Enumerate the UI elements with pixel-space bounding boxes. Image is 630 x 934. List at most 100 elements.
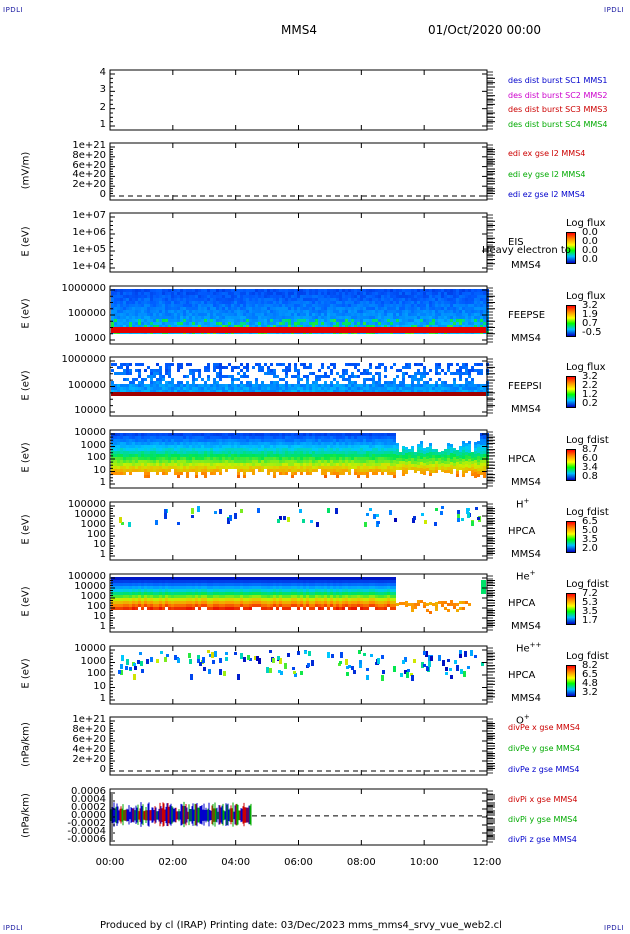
legend-entry: des dist burst SC2 MMS2 xyxy=(508,90,608,100)
spacecraft-label: MMS4 xyxy=(511,693,541,704)
colorbar-value: 8.7 xyxy=(582,444,598,455)
ytick-label: 1 xyxy=(99,621,106,632)
instrument-name: HPCA xyxy=(508,598,536,609)
colorbar-value: 0.8 xyxy=(582,471,598,482)
ytick-label: 1000000 xyxy=(61,354,106,365)
panel-eis xyxy=(109,212,495,273)
ytick-label: 8e+20 xyxy=(72,149,106,161)
spacecraft-label: MMS4 xyxy=(511,621,541,632)
panel-hpca_h xyxy=(109,429,495,489)
instrument-name: FEEPSI xyxy=(508,381,542,392)
legend-entry: divPi z gse MMS4 xyxy=(508,835,577,844)
species-charge: + xyxy=(523,497,530,505)
colorbar-title: Log flux xyxy=(566,362,606,373)
ytick-label: 4e+20 xyxy=(72,744,106,755)
ytick-label: 1e+06 xyxy=(72,227,106,238)
colorbar xyxy=(566,232,576,264)
ytick-label: 10000 xyxy=(74,405,106,416)
ytick-label: 0 xyxy=(99,189,106,200)
ytick-label: 10 xyxy=(93,680,106,692)
species-charge: ++ xyxy=(529,641,542,649)
header-spacecraft: MMS4 xyxy=(281,23,317,37)
instrument-name: HPCA xyxy=(508,454,536,465)
colorbar-value: 3.2 xyxy=(582,687,598,698)
ytick-label: -0.0004 xyxy=(67,826,106,837)
panel-edi xyxy=(109,142,495,201)
colorbar-value: 1.2 xyxy=(582,389,598,400)
species-label: H+ xyxy=(516,497,530,511)
instrument-name: HPCA xyxy=(508,670,536,681)
ytick-label: 0.0004 xyxy=(71,794,106,805)
panel-frame xyxy=(109,142,488,201)
ytick-label: 1 xyxy=(99,119,106,130)
colorbar-value: 3.5 xyxy=(582,534,598,545)
colorbar-value: 1.7 xyxy=(582,615,598,626)
colorbar-value: 2.0 xyxy=(582,543,598,554)
legend-entry: edi ey gse l2 MMS4 xyxy=(508,169,586,179)
colorbar-title: Log fdist xyxy=(566,579,609,590)
spacecraft-label: MMS4 xyxy=(511,549,541,560)
colorbar-value: 3.4 xyxy=(582,462,598,473)
colorbar-title: Log fdist xyxy=(566,651,609,662)
header-date: 01/Oct/2020 00:00 xyxy=(428,23,542,37)
ytick-label: 1000000 xyxy=(61,283,106,294)
colorbar-value: 6.0 xyxy=(582,453,598,464)
colorbar-value: 3.5 xyxy=(582,606,598,617)
colorbar-value: 0.0 xyxy=(582,245,598,256)
ytick-label: 0.0002 xyxy=(71,802,106,813)
xtick-label: 00:00 xyxy=(95,857,125,868)
ytick-label: 1000 xyxy=(80,519,106,530)
legend-entry: divPe y gse MMS4 xyxy=(508,744,580,753)
colorbar xyxy=(566,521,576,553)
colorbar-value: 6.5 xyxy=(582,669,598,680)
legend-entry: edi ex gse l2 MMS4 xyxy=(508,149,586,158)
corner-mark-top-left: IPDLI xyxy=(3,6,24,14)
species-label: He+ xyxy=(516,569,536,583)
ytick-label: 10000 xyxy=(74,509,106,520)
ytick-label: 3 xyxy=(99,84,106,96)
ytick-label: 100 xyxy=(86,529,106,540)
ytick-label: 1e+05 xyxy=(72,244,106,255)
colorbar-value: 3.2 xyxy=(582,371,598,382)
ytick-label: 10000 xyxy=(74,581,106,592)
legend-entry: divPe x gse MMS4 xyxy=(508,723,580,732)
ytick-label: -0.0002 xyxy=(67,818,106,829)
colorbar-value: 4.8 xyxy=(582,678,598,689)
colorbar-value: 1.9 xyxy=(582,309,598,320)
ytick-label: 1e+21 xyxy=(72,140,106,151)
ytick-label: 100 xyxy=(86,668,106,679)
legend-entry: des dist burst SC4 MMS4 xyxy=(508,120,608,129)
spacecraft-label: MMS4 xyxy=(511,333,541,344)
instrument-name: HPCA xyxy=(508,526,536,537)
xtick-label: 04:00 xyxy=(221,857,251,868)
species-charge: + xyxy=(529,569,536,577)
colorbar xyxy=(566,593,576,625)
ytick-label: 1 xyxy=(99,693,106,704)
footer-text: Produced by cl (IRAP) Printing date: 03/… xyxy=(100,920,502,931)
ytick-label: 8e+20 xyxy=(72,724,106,735)
colorbar-value: 0.0 xyxy=(582,227,598,238)
ytick-label: 1 xyxy=(99,549,106,560)
ytick-label: 0 xyxy=(99,764,106,775)
ytick-label: 1000 xyxy=(80,439,106,451)
ytick-label: 10000 xyxy=(74,643,106,654)
xtick-label: 02:00 xyxy=(158,857,188,868)
ytick-label: 10 xyxy=(93,464,106,476)
colorbar-title: Log fdist xyxy=(566,507,609,518)
ytick-label: 1e+07 xyxy=(72,210,106,221)
panel-hpca_hepp xyxy=(109,573,495,633)
colorbar-title: Log flux xyxy=(566,218,606,229)
colorbar-value: -0.5 xyxy=(582,327,602,338)
ytick-label: 1000 xyxy=(80,591,106,602)
species-label: O+ xyxy=(516,713,530,727)
ytick-label: 6e+20 xyxy=(72,159,106,171)
colorbar-title: Log flux xyxy=(566,291,606,302)
panel-hpca_o xyxy=(109,645,495,705)
colorbar-value: 0.0 xyxy=(582,254,598,265)
ytick-label: 10000 xyxy=(74,427,106,438)
panel-des xyxy=(109,69,495,131)
colorbar-title: Log fdist xyxy=(566,435,609,446)
species-label: He++ xyxy=(516,641,542,655)
panel-frame xyxy=(109,212,488,273)
colorbar-value: 5.3 xyxy=(582,597,598,608)
